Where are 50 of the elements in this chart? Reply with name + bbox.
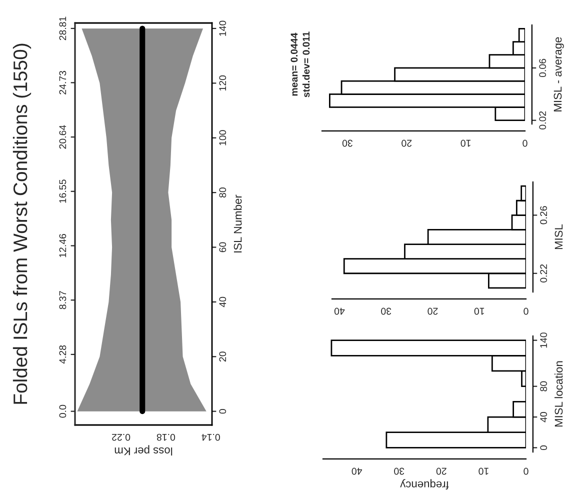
y-tick-label: 0.02 bbox=[539, 111, 546, 130]
x-tick-label: 20 bbox=[436, 468, 446, 475]
y-axis-title: MISL location bbox=[554, 361, 563, 427]
x-tick-label: 0.14 bbox=[202, 434, 220, 441]
x-tick-label: 30 bbox=[342, 140, 352, 147]
y-tick-label: 0.26 bbox=[540, 206, 548, 224]
y-tick-label: 0 bbox=[540, 445, 548, 450]
y-tick-label: 100 bbox=[219, 130, 226, 146]
text: mean= 0.0444 bbox=[290, 32, 298, 96]
x-axis-title: frequency bbox=[400, 479, 449, 490]
x-axis-title: loss per Km bbox=[114, 445, 172, 456]
y-tick-label: 140 bbox=[540, 332, 548, 348]
y2-tick-label: 4.28 bbox=[59, 345, 66, 364]
y-tick-label: 0 bbox=[219, 409, 226, 414]
x-tick-label: 0 bbox=[524, 468, 528, 475]
x-tick-label: 10 bbox=[474, 308, 484, 315]
x-tick-label: 20 bbox=[428, 308, 438, 315]
y2-tick-label: 24.73 bbox=[59, 70, 66, 94]
y-tick-label: 40 bbox=[540, 412, 548, 422]
y2-tick-label: 8.37 bbox=[59, 291, 66, 310]
y-tick-label: 120 bbox=[219, 75, 226, 91]
y-tick-label: 40 bbox=[219, 296, 226, 308]
y-axis-title: MISL bbox=[554, 224, 563, 250]
text: Folded ISLs from Worst Conditions (1550) bbox=[12, 44, 32, 404]
y2-tick-label: 20.64 bbox=[59, 125, 66, 149]
x-tick-label: 0 bbox=[522, 140, 528, 147]
y-tick-label: 80 bbox=[219, 188, 226, 198]
y2-tick-label: 16.55 bbox=[59, 180, 66, 203]
x-tick-label: 10 bbox=[460, 140, 470, 147]
y-tick-label: 60 bbox=[219, 242, 226, 252]
x-tick-label: 0.22 bbox=[112, 434, 130, 441]
x-tick-label: 10 bbox=[478, 468, 488, 475]
text: std.dev= 0.011 bbox=[302, 32, 310, 98]
x-tick-label: 20 bbox=[402, 140, 412, 147]
x-tick-label: 30 bbox=[394, 468, 404, 475]
y-tick-label: 20 bbox=[219, 352, 226, 362]
y-axis-title: ISL Number bbox=[234, 194, 242, 252]
x-tick-label: 40 bbox=[334, 308, 345, 315]
y2-tick-label: 0.0 bbox=[59, 404, 66, 418]
x-tick-label: 0 bbox=[524, 308, 528, 315]
y-tick-label: 80 bbox=[540, 381, 548, 392]
x-tick-label: 40 bbox=[352, 468, 362, 475]
y2-tick-label: 12.46 bbox=[59, 234, 66, 258]
x-tick-label: 0.18 bbox=[156, 434, 176, 441]
x-tick-label: 30 bbox=[381, 308, 392, 315]
y-tick-label: 0.06 bbox=[539, 58, 546, 78]
y-axis-title: MISL - average bbox=[554, 37, 564, 112]
y-tick-label: 140 bbox=[219, 20, 226, 36]
y-tick-label: 0.22 bbox=[540, 264, 548, 282]
y2-tick-label: 28.81 bbox=[59, 16, 66, 40]
